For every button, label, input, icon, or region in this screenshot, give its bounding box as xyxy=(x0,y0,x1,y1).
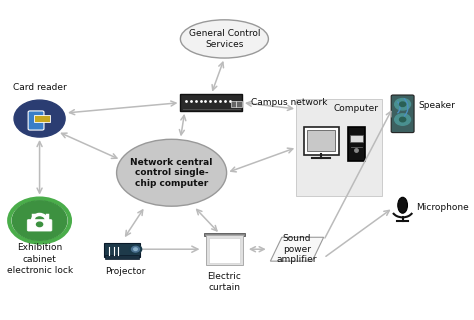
Text: Campus network: Campus network xyxy=(251,98,327,107)
FancyBboxPatch shape xyxy=(34,115,50,123)
FancyBboxPatch shape xyxy=(105,255,139,259)
FancyBboxPatch shape xyxy=(304,127,338,155)
FancyBboxPatch shape xyxy=(27,220,52,231)
Circle shape xyxy=(400,117,406,122)
Text: Computer: Computer xyxy=(333,104,378,113)
Ellipse shape xyxy=(117,139,227,206)
Circle shape xyxy=(14,100,65,137)
Text: Electric
curtain: Electric curtain xyxy=(208,272,241,292)
FancyBboxPatch shape xyxy=(296,99,382,196)
Circle shape xyxy=(400,102,406,107)
FancyBboxPatch shape xyxy=(347,127,365,161)
FancyBboxPatch shape xyxy=(350,135,363,142)
Text: Network central
control single-
chip computer: Network central control single- chip com… xyxy=(130,158,213,188)
FancyBboxPatch shape xyxy=(236,101,242,107)
FancyBboxPatch shape xyxy=(204,233,245,236)
Text: Sound
power
amplifier: Sound power amplifier xyxy=(277,234,317,264)
Circle shape xyxy=(134,248,137,251)
Text: Projector: Projector xyxy=(105,267,146,276)
Text: Speaker: Speaker xyxy=(418,101,455,110)
FancyBboxPatch shape xyxy=(209,237,240,263)
Circle shape xyxy=(12,201,67,240)
Circle shape xyxy=(395,99,410,110)
FancyBboxPatch shape xyxy=(28,111,44,130)
Polygon shape xyxy=(270,237,324,261)
Circle shape xyxy=(36,222,43,227)
Ellipse shape xyxy=(398,197,408,213)
Text: Microphone: Microphone xyxy=(416,203,469,212)
FancyBboxPatch shape xyxy=(206,235,243,265)
Circle shape xyxy=(395,114,410,125)
FancyBboxPatch shape xyxy=(180,94,242,111)
Ellipse shape xyxy=(181,20,268,58)
Text: Exhibition
cabinet
electronic lock: Exhibition cabinet electronic lock xyxy=(7,244,73,275)
Text: General Control
Services: General Control Services xyxy=(189,29,260,49)
FancyBboxPatch shape xyxy=(104,244,140,258)
FancyBboxPatch shape xyxy=(391,95,414,132)
Text: Card reader: Card reader xyxy=(13,83,66,92)
Circle shape xyxy=(8,197,71,244)
FancyBboxPatch shape xyxy=(307,130,335,151)
Circle shape xyxy=(129,245,142,254)
FancyBboxPatch shape xyxy=(230,101,236,107)
Circle shape xyxy=(132,246,139,252)
